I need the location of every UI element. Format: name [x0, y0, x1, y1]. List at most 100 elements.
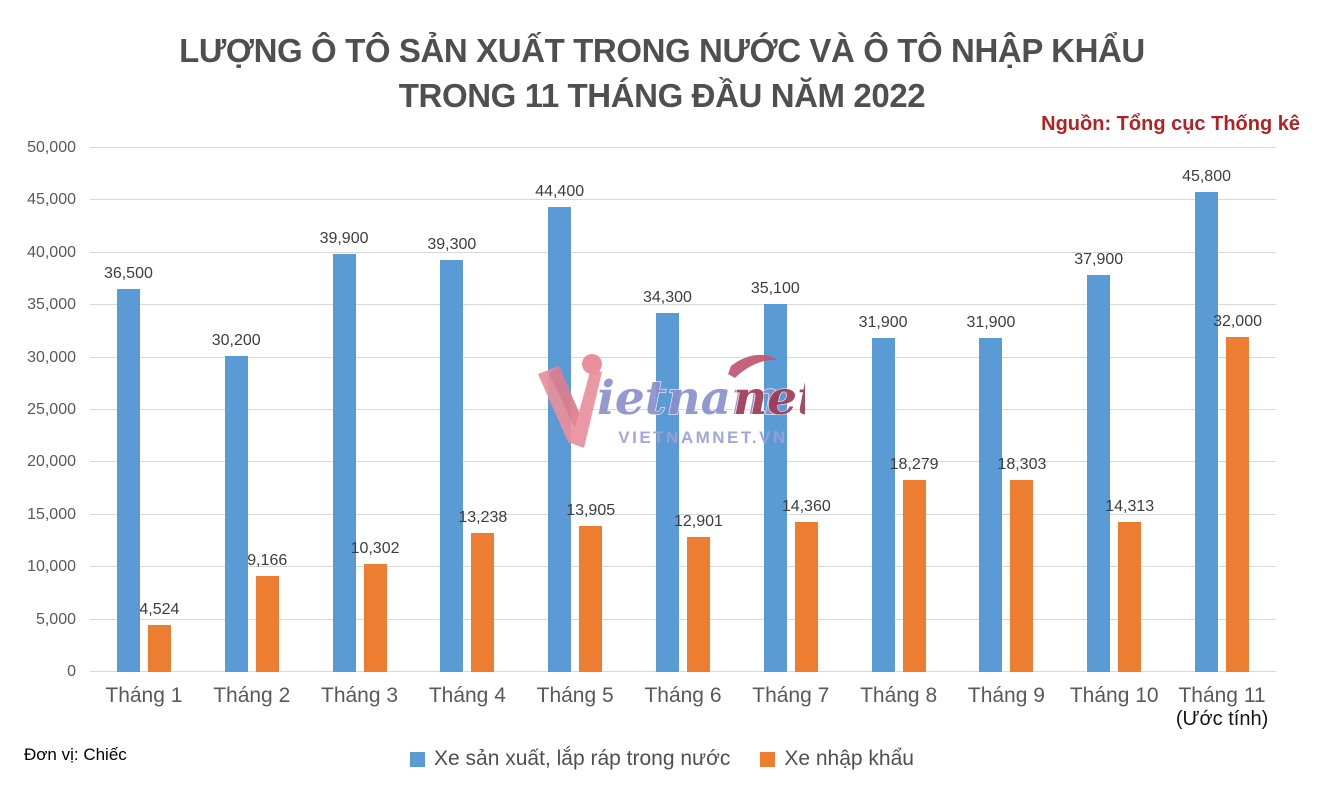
- y-tick-label: 50,000: [27, 139, 76, 156]
- bar: 14,313: [1105, 498, 1154, 672]
- y-tick-label: 30,000: [27, 348, 76, 366]
- legend: Xe sản xuất, lắp ráp trong nước Xe nhập …: [0, 747, 1324, 771]
- y-tick-label: 15,000: [27, 505, 76, 523]
- bar-value-label: 44,400: [535, 182, 585, 200]
- gridline: [90, 356, 1276, 358]
- bar-value-label: 31,900: [858, 313, 908, 331]
- bar-group: 35,100 14,360: [737, 148, 845, 672]
- bar-group: 39,900 10,302: [306, 148, 414, 672]
- gridline: [90, 409, 1276, 410]
- bar: 31,900: [859, 314, 908, 672]
- bar: 30,200: [212, 332, 261, 672]
- legend-swatch-imported-icon: [760, 751, 776, 767]
- legend-label-imported: Xe nhập khẩu: [784, 747, 914, 770]
- gridline: [90, 304, 1276, 306]
- y-tick-label: 25,000: [27, 401, 76, 418]
- bar: 18,279: [890, 456, 939, 672]
- bar-value-label: 34,300: [643, 288, 692, 306]
- chart-title-line2: TRONG 11 THÁNG ĐẦU NĂM 2022: [398, 77, 926, 114]
- bar: 34,300: [643, 289, 692, 672]
- bar-group: 37,900 14,313: [1060, 148, 1168, 672]
- bar-group: 30,200 9,166: [198, 148, 306, 672]
- bar-group: 39,300 13,238: [413, 148, 521, 672]
- y-axis: 0 5,000 10,000 15,000 20,000 25,000 30,000 35,0…: [0, 140, 76, 680]
- bar: 45,800: [1182, 168, 1231, 672]
- bar: 39,900: [320, 230, 369, 672]
- bar-value-label: 45,800: [1182, 168, 1231, 186]
- x-tick-label: Tháng 3: [321, 684, 399, 707]
- gridline: [90, 566, 1276, 568]
- bar-value-label: 12,901: [674, 512, 723, 530]
- x-tick-label: Tháng 11 (Ước tính): [1168, 684, 1276, 731]
- source-note: Nguồn: Tổng cục Thống kê: [1041, 113, 1300, 135]
- y-tick-label: 0: [67, 663, 76, 680]
- y-tick-label: 45,000: [27, 191, 76, 209]
- x-tick-label: Tháng 1: [105, 684, 183, 707]
- bar-value-label: 36,500: [103, 265, 153, 283]
- gridline: [90, 461, 1276, 463]
- gridline: [90, 251, 1276, 253]
- bar-value-label: 9,166: [247, 551, 288, 569]
- bar-value-label: 39,900: [319, 229, 369, 247]
- bar: 13,905: [566, 502, 615, 672]
- chart-title-line1: LƯỢNG Ô TÔ SẢN XUẤT TRONG NƯỚC VÀ Ô TÔ N…: [179, 32, 1145, 69]
- x-tick-label: Tháng 9: [967, 684, 1045, 707]
- gridline: [90, 147, 1276, 148]
- y-tick-label: 20,000: [27, 453, 76, 471]
- bar-value-label: 4,524: [139, 600, 180, 618]
- bar-value-label: 14,313: [1105, 498, 1155, 515]
- x-tick-label: Tháng 7: [752, 684, 830, 707]
- bar: 32,000: [1213, 313, 1262, 672]
- bar-value-label: 18,279: [889, 456, 939, 474]
- unit-label: Đơn vị: Chiếc: [24, 745, 127, 764]
- bar: 44,400: [535, 183, 584, 672]
- bar: 10,302: [351, 540, 400, 672]
- bar: 36,500: [104, 265, 153, 672]
- bar-value-label: 37,900: [1074, 250, 1124, 268]
- gridline: [90, 618, 1276, 620]
- bar-value-label: 35,100: [750, 280, 800, 298]
- y-tick-label: 35,000: [27, 296, 76, 314]
- bar-group: 44,400 13,905: [521, 148, 629, 672]
- x-tick-label: Tháng 5: [536, 684, 614, 707]
- bar-value-label: 31,900: [966, 313, 1016, 331]
- y-tick-label: 10,000: [27, 558, 76, 576]
- chart-title: LƯỢNG Ô TÔ SẢN XUẤT TRONG NƯỚC VÀ Ô TÔ N…: [0, 28, 1324, 118]
- bar: 13,238: [458, 509, 507, 672]
- bar-value-label: 18,303: [997, 456, 1047, 474]
- x-axis: Tháng 1 Tháng 2 Tháng 3 Tháng 4 Tháng 5 Tháng…: [90, 684, 1276, 731]
- bar-value-label: 32,000: [1213, 312, 1262, 330]
- bar: 31,900: [966, 314, 1015, 672]
- bar: 12,901: [674, 513, 723, 672]
- bar: 9,166: [247, 552, 287, 672]
- bar-value-label: 30,200: [211, 331, 261, 349]
- y-tick-label: 40,000: [27, 243, 76, 261]
- bar: 37,900: [1074, 251, 1123, 672]
- bar: 35,100: [751, 280, 800, 672]
- bar: 4,524: [139, 601, 179, 672]
- bar-group: 34,300 12,901: [629, 148, 737, 672]
- bar-group: 31,900 18,303: [953, 148, 1061, 672]
- bar-value-label: 14,360: [781, 497, 831, 515]
- y-tick-label: 5,000: [35, 610, 76, 628]
- gridline: [90, 199, 1276, 201]
- x-tick-label: Tháng 10: [1069, 684, 1159, 707]
- x-tick-label: Tháng 4: [428, 684, 506, 707]
- plot-area: 36,500 4,524 30,200 9,166 39,900 10,302 39,300…: [90, 147, 1276, 672]
- x-tick-note: (Ước tính): [1175, 708, 1269, 730]
- bar-groups: 36,500 4,524 30,200 9,166 39,900 10,302 39,300…: [90, 148, 1276, 672]
- legend-label-domestic: Xe sản xuất, lắp ráp trong nước: [434, 747, 731, 770]
- gridline: [90, 513, 1276, 515]
- bar-value-label: 39,300: [427, 236, 477, 254]
- bar: 18,303: [997, 456, 1046, 672]
- bar-group: 31,900 18,279: [845, 148, 953, 672]
- bar: 39,300: [427, 236, 476, 672]
- bar-value-label: 10,302: [350, 540, 400, 558]
- x-tick-label: Tháng 6: [644, 684, 722, 707]
- bar-group: 36,500 4,524: [90, 148, 198, 672]
- legend-item-domestic: Xe sản xuất, lắp ráp trong nước: [410, 747, 730, 771]
- bar-value-label: 13,238: [458, 509, 508, 527]
- legend-swatch-domestic-icon: [410, 751, 426, 767]
- x-tick-label: Tháng 2: [213, 684, 291, 707]
